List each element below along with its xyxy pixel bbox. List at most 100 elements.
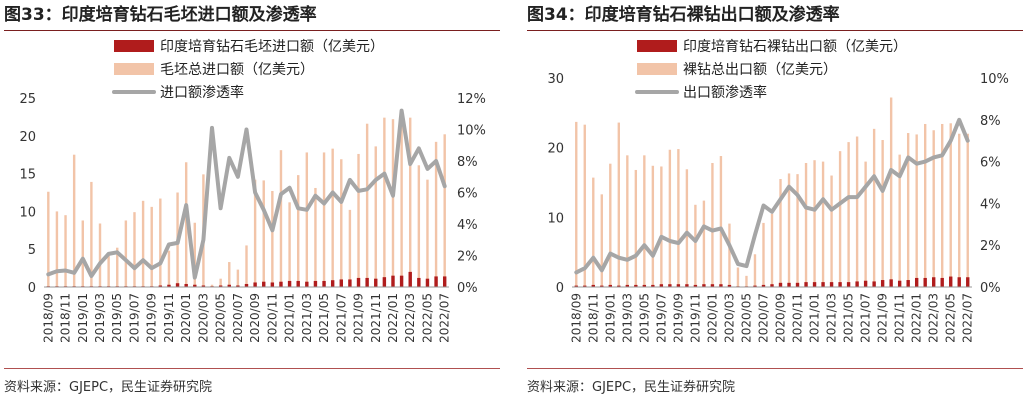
bar-total	[668, 149, 672, 287]
bar-total	[872, 128, 876, 287]
x-tick-label: 2019/07	[654, 293, 668, 343]
bar-total	[702, 200, 706, 287]
x-tick-label: 2021/07	[334, 293, 348, 343]
legend-swatch	[114, 63, 154, 75]
bar-total	[133, 212, 136, 287]
x-tick-label: 2019/03	[93, 293, 107, 343]
x-tick-label: 2020/03	[722, 293, 736, 343]
source-divider	[4, 368, 500, 369]
bar-total	[400, 119, 403, 287]
x-tick-label: 2018/09	[569, 293, 583, 343]
bar-total	[90, 181, 93, 287]
y-left-tick-label: 30	[547, 72, 564, 87]
y-left-tick-label: 0	[556, 281, 564, 296]
bar-total	[348, 209, 352, 287]
bar-lgd	[838, 282, 842, 287]
legend-label: 出口额渗透率	[683, 84, 767, 101]
bar-lgd	[591, 284, 595, 287]
bar-total	[236, 269, 240, 287]
bar-total	[374, 146, 377, 287]
bar-lgd	[399, 275, 404, 287]
bar-lgd	[253, 282, 257, 287]
bar-total	[314, 187, 317, 287]
bar-lgd	[330, 280, 335, 287]
bar-total	[81, 220, 84, 287]
bar-total	[830, 175, 833, 287]
x-tick-label: 2019/09	[145, 293, 159, 343]
bar-lgd	[218, 285, 223, 287]
y-right-tick-label: 8%	[980, 114, 1001, 129]
chart-33-svg: 印度培育钻石毛坯进口额（亿美元） 毛坯总进口额（亿美元） 进口额渗透率 0 5 10 15 2…	[19, 39, 486, 343]
bar-lgd	[600, 285, 604, 287]
y-left-tick-label: 10	[19, 205, 36, 220]
bar-lgd	[897, 280, 902, 287]
x-tick-label: 2021/09	[876, 293, 890, 343]
y-right-tick-label: 12%	[457, 92, 486, 107]
bar-total	[770, 213, 774, 287]
x-tick-label: 2021/01	[283, 293, 297, 343]
x-tick-label: 2021/05	[842, 293, 856, 343]
chart-title: 图33：印度培育钻石毛坯进口额及渗透率	[4, 5, 317, 25]
bar-total	[391, 119, 395, 287]
chart-title: 图34：印度培育钻石裸钻出口额及渗透率	[527, 5, 840, 25]
bar-total	[745, 275, 748, 287]
bar-lgd	[770, 284, 774, 287]
bar-total	[443, 134, 446, 287]
x-tick-label: 2020/11	[265, 293, 279, 343]
bar-total	[915, 134, 918, 287]
x-tick-label: 2021/11	[893, 293, 907, 343]
bar-total	[847, 142, 850, 287]
bar-total	[583, 124, 586, 287]
bar-lgd	[821, 282, 825, 287]
bar-lgd	[957, 277, 961, 287]
bar-total	[124, 220, 128, 287]
x-tick-label: 2021/11	[369, 293, 383, 343]
bar-lgd	[417, 277, 421, 287]
bar-total	[949, 123, 952, 288]
ratio-line	[46, 108, 447, 280]
y-right-tick-label: 4%	[457, 218, 478, 233]
bar-lgd	[339, 279, 343, 287]
bar-lgd	[583, 285, 587, 287]
x-tick-label: 2019/03	[620, 293, 634, 343]
bar-total	[660, 166, 663, 287]
source-divider	[527, 368, 1023, 369]
bar-total	[383, 117, 386, 287]
bar-lgd	[158, 285, 163, 287]
bar-lgd	[761, 284, 766, 287]
bar-lgd	[227, 284, 231, 287]
bar-lgd	[855, 281, 859, 287]
bar-lgd	[668, 284, 672, 287]
bar-total	[958, 133, 961, 287]
bar-total	[116, 247, 119, 287]
bar-lgd	[804, 282, 808, 287]
bar-lgd	[685, 284, 689, 287]
bar-total	[64, 215, 67, 287]
x-tick-label: 2022/03	[403, 293, 417, 343]
bar-total	[98, 223, 102, 287]
bar-total	[253, 179, 257, 287]
bar-total	[592, 177, 595, 287]
bar-lgd	[659, 284, 664, 287]
bar-total	[838, 151, 842, 287]
bar-total	[296, 175, 300, 287]
x-tick-label: 2020/07	[756, 293, 770, 343]
bar-lgd	[201, 285, 206, 287]
legend-label: 印度培育钻石裸钻出口额（亿美元）	[683, 39, 907, 55]
bar-total	[47, 191, 50, 287]
bar-lgd	[710, 284, 715, 287]
y-right-tick-label: 6%	[980, 156, 1001, 171]
y-right-tick-label: 4%	[980, 197, 1001, 212]
bar-lgd	[846, 282, 851, 287]
bar-total	[864, 161, 867, 287]
chart-34-svg: 印度培育钻石裸钻出口额（亿美元） 裸钻总出口额（亿美元） 出口额渗透率 0 10 20 30…	[547, 39, 1008, 343]
y-left-tick-label: 5	[28, 243, 36, 258]
bar-lgd	[391, 275, 395, 287]
bar-total	[821, 161, 825, 287]
title-divider	[527, 30, 1023, 31]
legend-label: 印度培育钻石毛坯进口额（亿美元）	[160, 39, 384, 55]
legend-label: 毛坯总进口额（亿美元）	[160, 62, 314, 78]
bar-total	[609, 163, 612, 287]
bar-lgd	[966, 277, 970, 287]
bar-total	[719, 156, 723, 287]
